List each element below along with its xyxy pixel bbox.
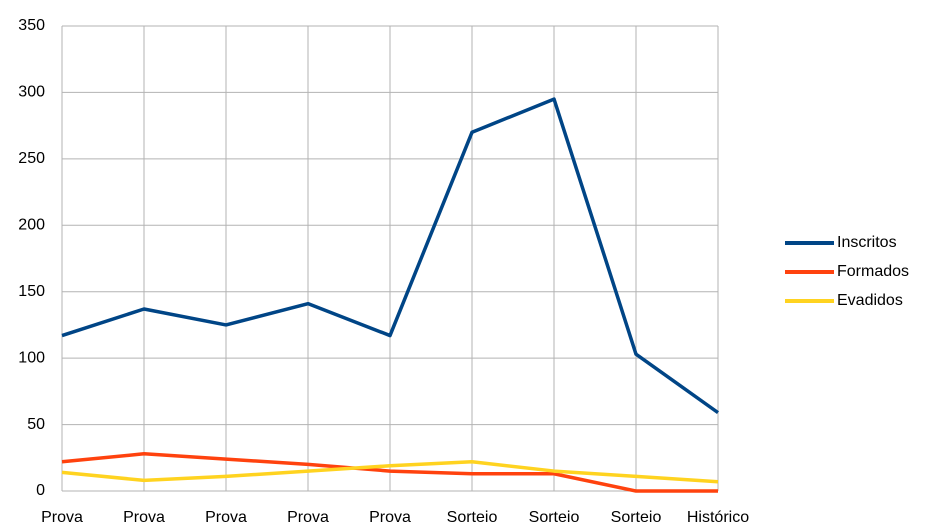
legend-label: Inscritos (837, 234, 897, 251)
x-tick-label: Prova (369, 509, 411, 526)
y-tick-label: 250 (18, 150, 45, 167)
y-tick-label: 100 (18, 349, 45, 366)
y-tick-label: 300 (18, 84, 45, 101)
series-line (61, 460, 719, 484)
x-tick-label: Prova (287, 509, 329, 526)
y-tick-label: 200 (18, 217, 45, 234)
series-line (61, 452, 718, 493)
y-tick-label: 350 (18, 17, 45, 34)
x-tick-label: Sorteio (611, 509, 662, 526)
legend-label: Formados (837, 263, 909, 280)
x-tick-label: Prova (205, 509, 247, 526)
x-tick-label: Sorteio (447, 509, 498, 526)
x-tick-label: Sorteio (529, 509, 580, 526)
x-tick-label: Histórico (687, 509, 749, 526)
legend-label: Evadidos (837, 292, 903, 309)
x-tick-label: Prova (41, 509, 83, 526)
series-line (61, 97, 720, 415)
y-tick-label: 0 (36, 482, 45, 499)
y-tick-label: 50 (27, 416, 45, 433)
y-tick-label: 150 (18, 283, 45, 300)
x-tick-label: Prova (123, 509, 165, 526)
